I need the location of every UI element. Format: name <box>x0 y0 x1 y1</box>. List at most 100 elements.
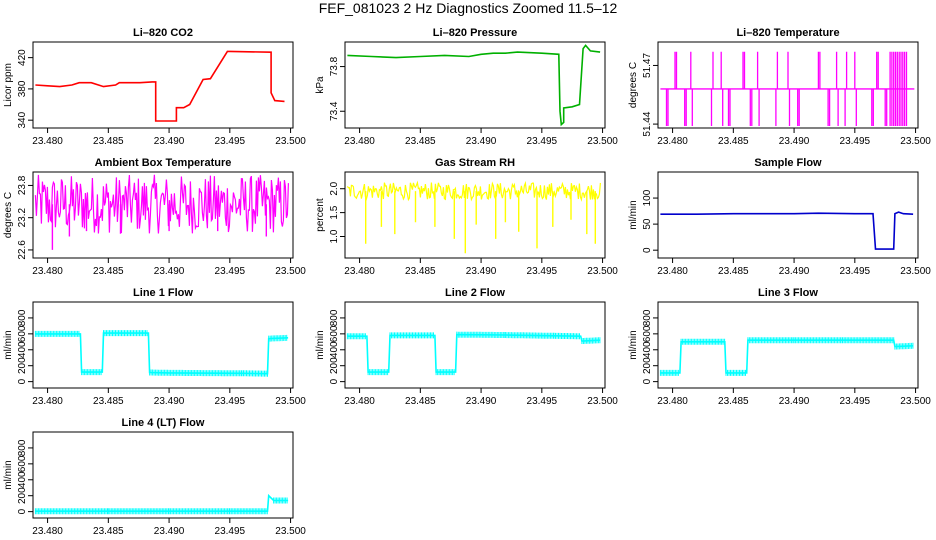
x-tick-label: 23.495 <box>215 136 246 147</box>
y-tick-label: 200 <box>17 357 28 374</box>
y-tick-label: 340 <box>17 111 28 128</box>
y-tick-label: 800 <box>17 309 28 326</box>
x-tick-label: 23.485 <box>93 526 124 537</box>
y-tick-label: 73.8 <box>329 56 340 76</box>
x-tick-label: 23.480 <box>657 396 688 407</box>
y-tick-label: 23.2 <box>17 208 28 228</box>
plot-frame <box>657 171 919 259</box>
series-7 <box>34 330 289 377</box>
x-tick-label: 23.485 <box>718 396 749 407</box>
panel-8: Line 2 Flow 23.480 23.485 23.490 23.495 23.50… <box>315 287 618 407</box>
x-tick-label: 23.480 <box>657 136 688 147</box>
y-tick-label: 2.0 <box>329 181 340 195</box>
y-tick-label: 0 <box>17 508 28 514</box>
panel-title: Li–820 Pressure <box>433 27 517 39</box>
panel-title: Line 2 Flow <box>445 287 505 299</box>
y-tick-label: 0 <box>329 378 340 384</box>
data-spikes <box>365 191 596 254</box>
x-tick-label: 23.495 <box>215 396 246 407</box>
x-tick-label: 23.490 <box>154 396 185 407</box>
y-axis-label: ml/min <box>3 330 14 359</box>
y-axis-label: ml/min <box>315 330 326 359</box>
y-tick-label: 51.47 <box>642 53 653 78</box>
data-line <box>347 333 601 373</box>
panel-title: Li–820 Temperature <box>736 27 839 39</box>
data-line <box>346 180 601 202</box>
panel-title: Line 1 Flow <box>133 287 193 299</box>
x-tick-label: 23.500 <box>587 266 618 277</box>
x-tick-label: 23.495 <box>527 396 558 407</box>
y-tick-label: 50 <box>642 218 653 230</box>
y-tick-label: 400 <box>17 471 28 488</box>
panel-title: Ambient Box Temperature <box>95 157 232 169</box>
x-tick-label: 23.480 <box>32 526 63 537</box>
x-tick-label: 23.500 <box>275 136 306 147</box>
x-tick-label: 23.490 <box>466 266 497 277</box>
data-line <box>660 339 914 374</box>
x-tick-label: 23.500 <box>900 266 931 277</box>
series-10 <box>34 493 289 515</box>
y-tick-label: 51.44 <box>642 111 653 136</box>
panel-title: Gas Stream RH <box>435 157 515 169</box>
panel-title: Line 4 (LT) Flow <box>122 417 205 429</box>
data-band <box>659 337 914 376</box>
panel-title: Li–820 CO2 <box>133 27 193 39</box>
x-tick-label: 23.480 <box>32 136 63 147</box>
x-tick-label: 23.495 <box>840 396 871 407</box>
x-tick-label: 23.485 <box>405 136 436 147</box>
data-line <box>35 332 289 375</box>
x-tick-label: 23.490 <box>466 136 497 147</box>
x-tick-label: 23.500 <box>587 136 618 147</box>
y-tick-label: 0 <box>17 378 28 384</box>
y-tick-label: 420 <box>17 49 28 66</box>
x-tick-label: 23.485 <box>405 266 436 277</box>
y-tick-label: 73.4 <box>329 101 340 121</box>
x-tick-label: 23.480 <box>32 266 63 277</box>
x-tick-label: 23.490 <box>779 396 810 407</box>
data-line <box>34 174 289 234</box>
y-tick-label: 600 <box>17 325 28 342</box>
panel-3: Li–820 Temperature 23.480 23.485 23.490 23.4… <box>628 27 931 147</box>
x-tick-label: 23.495 <box>840 136 871 147</box>
data-band <box>346 331 601 376</box>
x-tick-label: 23.480 <box>344 266 375 277</box>
x-tick-label: 23.500 <box>900 396 931 407</box>
x-tick-label: 23.490 <box>154 266 185 277</box>
data-spikes <box>51 204 267 250</box>
y-tick-label: 800 <box>642 309 653 326</box>
x-tick-label: 23.490 <box>779 266 810 277</box>
y-tick-label: 800 <box>17 439 28 456</box>
y-tick-label: 100 <box>642 189 653 206</box>
x-tick-label: 23.485 <box>93 266 124 277</box>
y-tick-label: 0 <box>642 247 653 253</box>
x-tick-label: 23.495 <box>215 266 246 277</box>
panel-title: Line 3 Flow <box>758 287 818 299</box>
x-tick-label: 23.495 <box>527 266 558 277</box>
y-axis-label: ml/min <box>628 330 639 359</box>
panel-9: Line 3 Flow 23.480 23.485 23.490 23.495 23.50… <box>628 287 931 407</box>
y-tick-label: 200 <box>329 357 340 374</box>
series-9 <box>659 337 914 376</box>
y-tick-label: 600 <box>642 325 653 342</box>
panel-title: Sample Flow <box>754 157 822 169</box>
panel-1: Li–820 CO2 23.480 23.485 23.490 23.495 23.500… <box>3 27 306 147</box>
data-spikes <box>665 51 908 126</box>
y-tick-label: 600 <box>329 325 340 342</box>
panel-5: Gas Stream RH 23.480 23.485 23.490 23.495 23.… <box>315 157 618 277</box>
y-tick-label: 1.5 <box>329 205 340 219</box>
y-axis-label: degrees C <box>628 62 639 108</box>
x-tick-label: 23.495 <box>840 266 871 277</box>
series-6 <box>660 211 914 250</box>
y-tick-label: 380 <box>17 80 28 97</box>
panel-2: Li–820 Pressure 23.480 23.485 23.490 23.495 2… <box>315 27 618 147</box>
x-tick-label: 23.500 <box>587 396 618 407</box>
x-tick-label: 23.500 <box>275 526 306 537</box>
panel-7: Line 1 Flow 23.480 23.485 23.490 23.495 23.50… <box>3 287 306 407</box>
series-4 <box>34 174 289 250</box>
x-tick-label: 23.485 <box>718 136 749 147</box>
series-2 <box>347 44 601 127</box>
x-tick-label: 23.480 <box>657 266 688 277</box>
x-tick-label: 23.480 <box>344 396 375 407</box>
y-axis-label: ml/min <box>628 200 639 229</box>
